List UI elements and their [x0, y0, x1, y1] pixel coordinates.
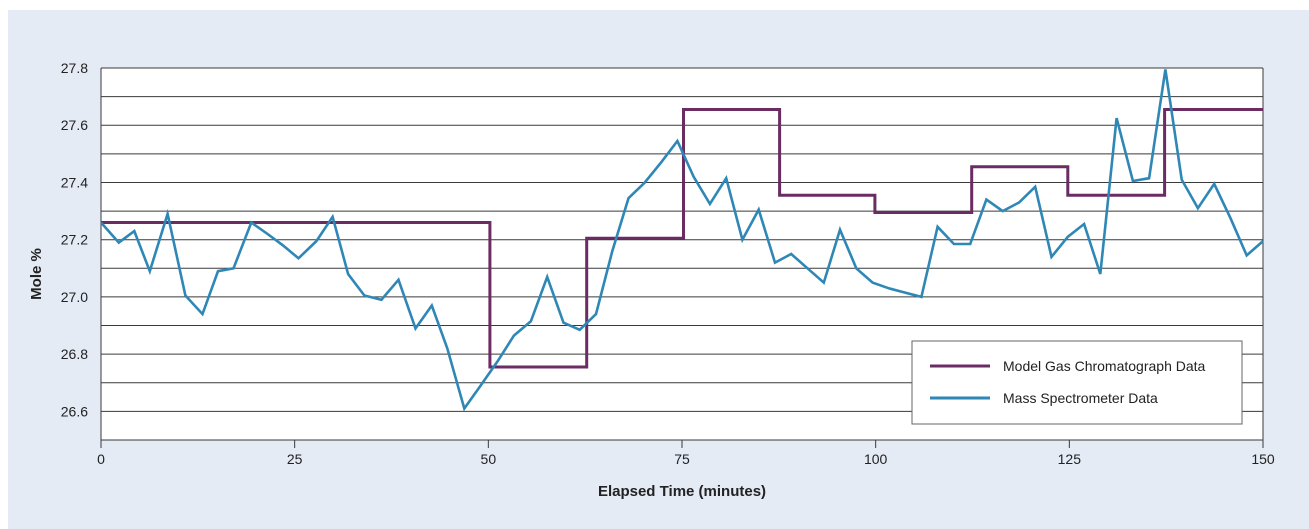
series-lines	[100, 69, 1264, 412]
model-gc-series-line	[101, 108, 1263, 369]
x-tick-label: 125	[1058, 451, 1082, 467]
y-tick-label: 27.8	[61, 60, 88, 76]
y-tick-label: 27.6	[61, 117, 88, 133]
y-axis-title: Mole %	[28, 248, 45, 300]
legend: Model Gas Chromatograph Data Mass Spectr…	[911, 340, 1243, 425]
x-tick-label: 50	[481, 451, 497, 467]
chart-frame: 26.6 26.8 27.0 27.2 27.4 27.6 27.8 0 25 50 75 100 12…	[8, 10, 1309, 529]
mass-spec-series-line	[100, 69, 1264, 412]
x-tick-label: 150	[1251, 451, 1275, 467]
y-tick-label: 27.0	[61, 289, 88, 305]
legend-label-model-gc: Model Gas Chromatograph Data	[1003, 358, 1206, 374]
y-tick-label: 26.8	[61, 346, 88, 362]
y-tick-label: 26.6	[61, 403, 88, 419]
x-tick-label: 25	[287, 451, 303, 467]
y-tick-label: 27.4	[61, 174, 88, 190]
x-tick-label: 100	[864, 451, 888, 467]
y-tick-label: 27.2	[61, 232, 88, 248]
legend-box	[911, 340, 1243, 425]
legend-label-mass-spec: Mass Spectrometer Data	[1003, 390, 1158, 406]
x-axis-title: Elapsed Time (minutes)	[598, 483, 766, 500]
line-chart: 26.6 26.8 27.0 27.2 27.4 27.6 27.8 0 25 50 75 100 12…	[28, 60, 1275, 500]
x-tick-label: 75	[674, 451, 690, 467]
x-tick-label: 0	[97, 451, 105, 467]
tick-labels: 26.6 26.8 27.0 27.2 27.4 27.6 27.8 0 25 50 75 100 12…	[61, 60, 1275, 467]
axes	[100, 68, 1264, 448]
